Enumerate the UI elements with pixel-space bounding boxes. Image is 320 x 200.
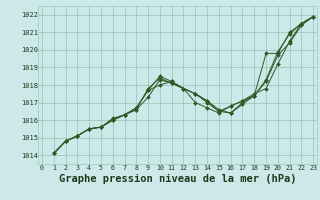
X-axis label: Graphe pression niveau de la mer (hPa): Graphe pression niveau de la mer (hPa) xyxy=(59,173,296,184)
